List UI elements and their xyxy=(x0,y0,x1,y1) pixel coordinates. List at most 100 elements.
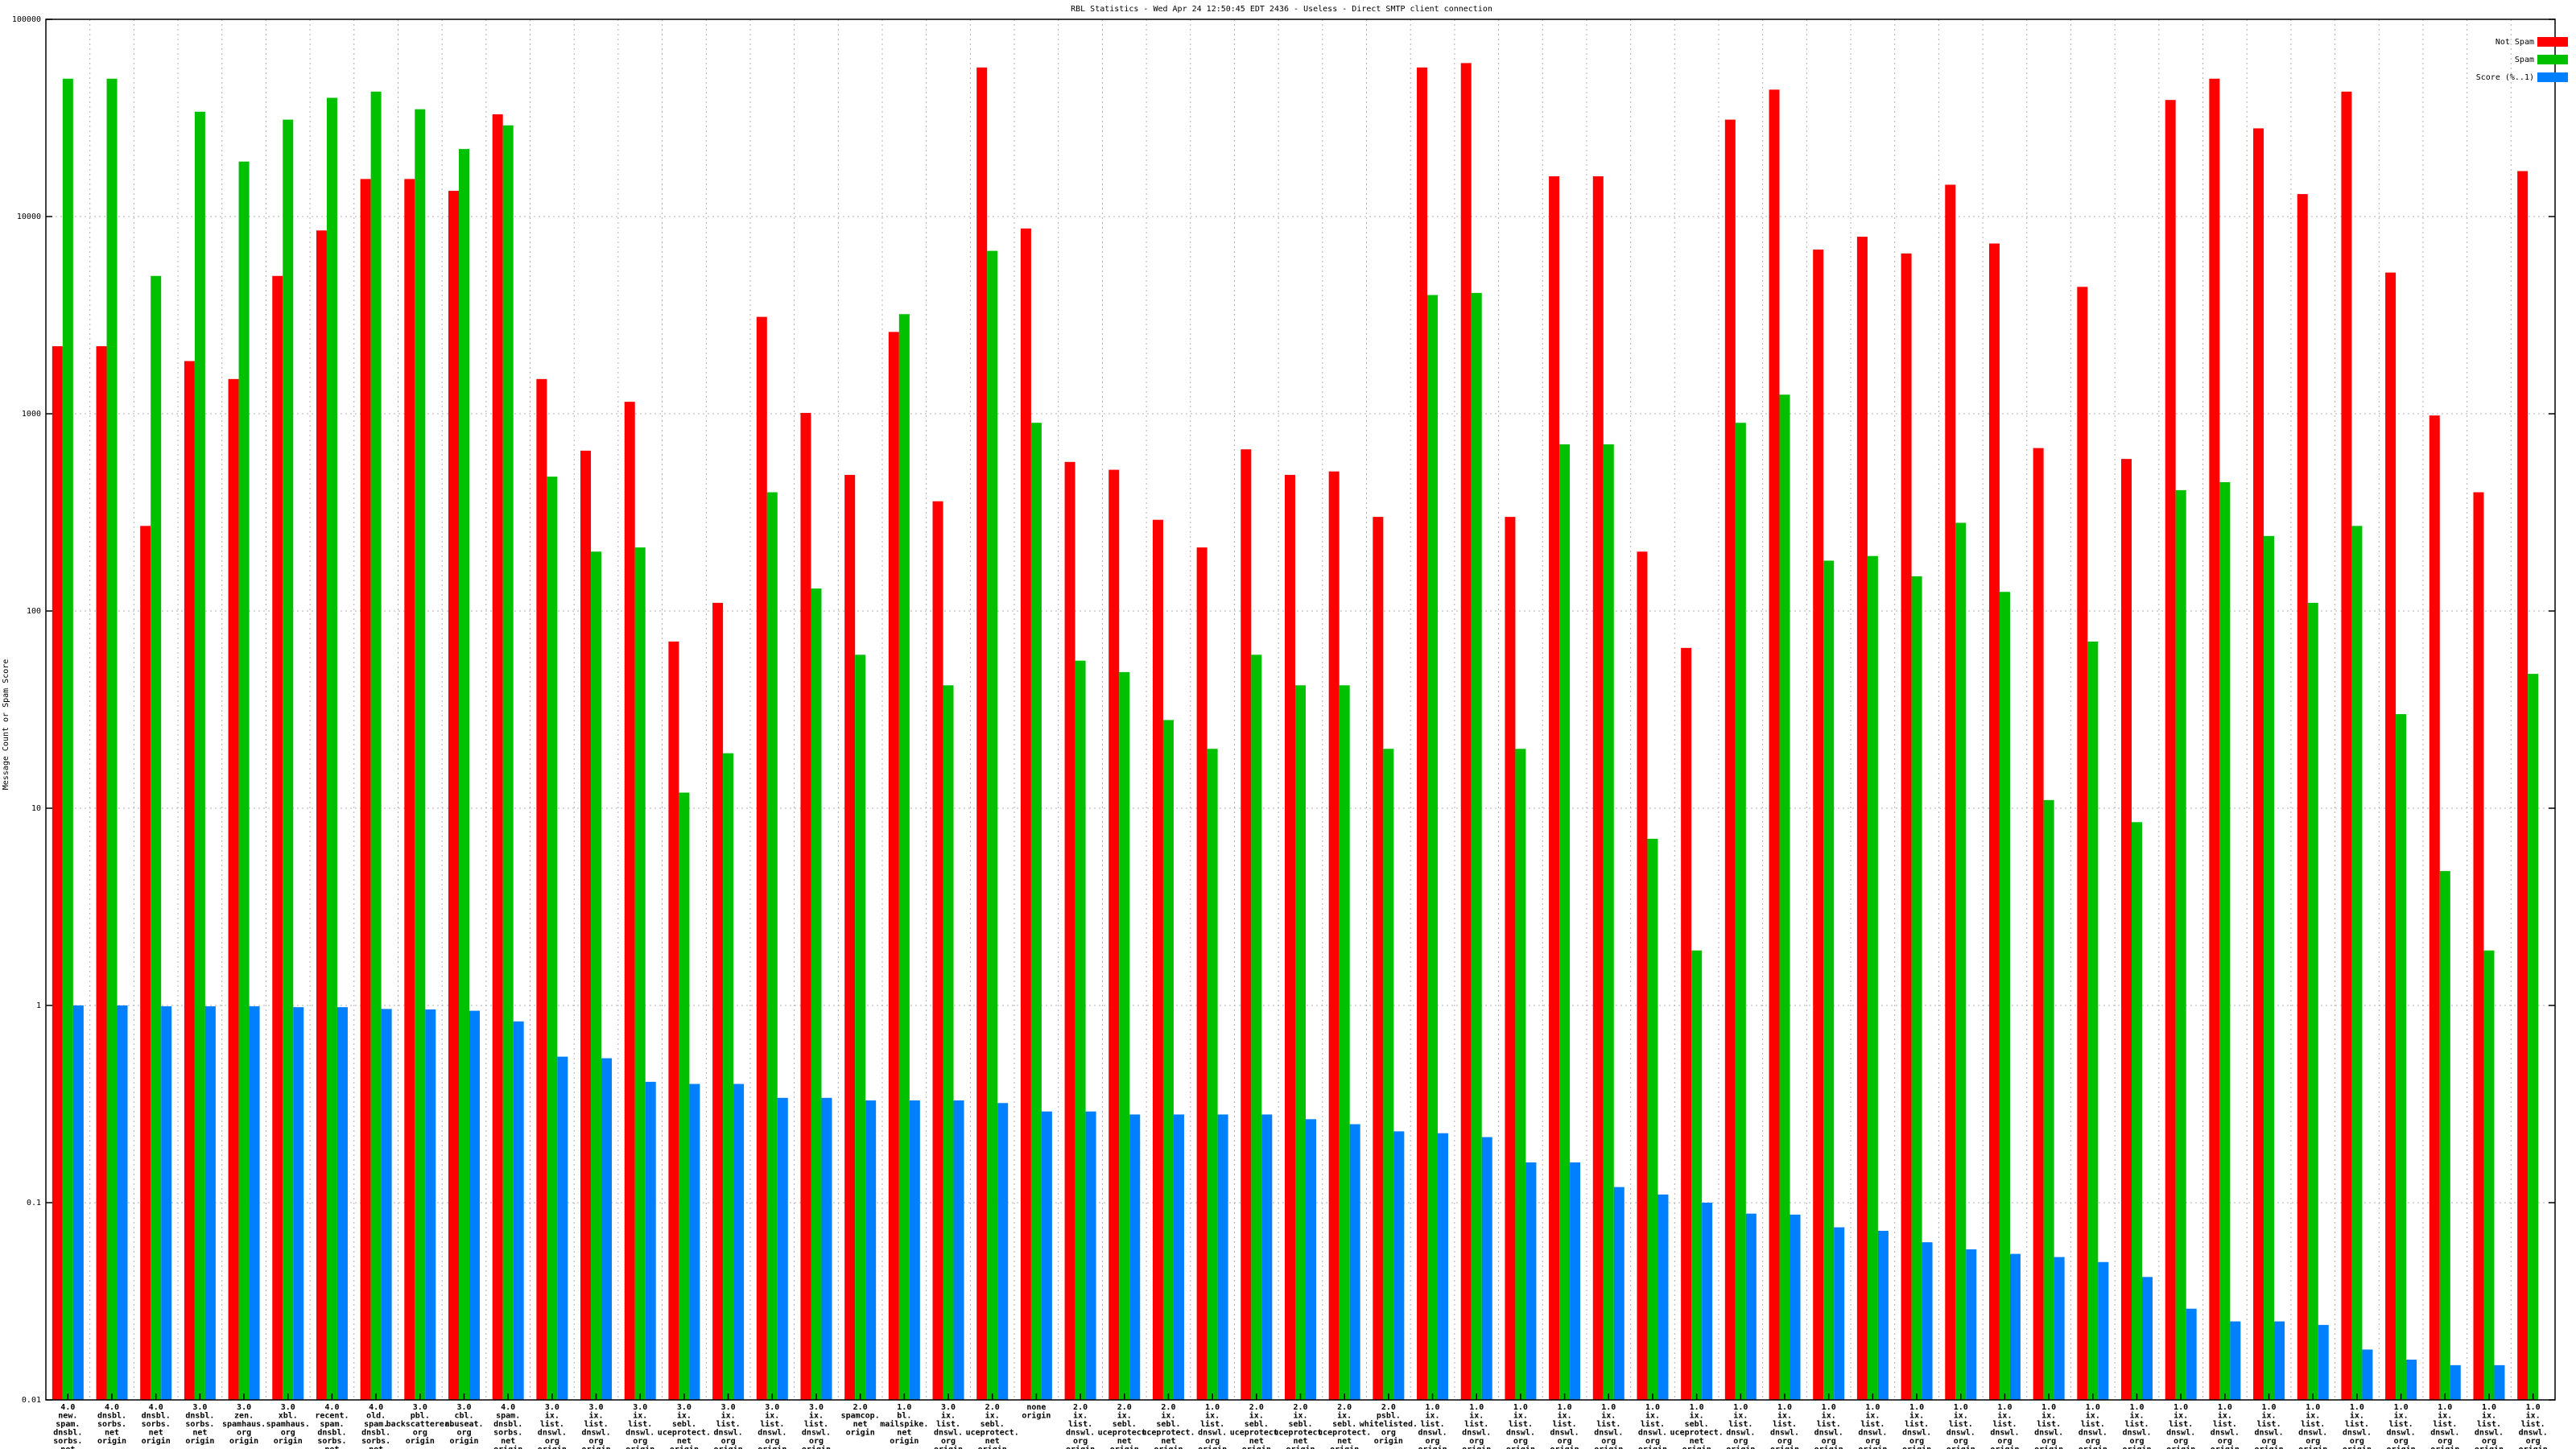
bar-spam xyxy=(1471,292,1482,1401)
bar-score xyxy=(2406,1359,2417,1400)
bar-spam xyxy=(1691,950,1703,1400)
y-tick-label: 1 xyxy=(36,1001,41,1010)
bar-not-spam xyxy=(2209,78,2220,1401)
bar-spam xyxy=(2483,950,2495,1400)
bar-spam xyxy=(2043,799,2054,1400)
legend: Not Spam Spam Score (%..1) xyxy=(2476,37,2568,82)
bar-not-spam xyxy=(1637,551,1648,1400)
bar-spam xyxy=(1427,295,1439,1400)
bar-spam xyxy=(1251,654,1262,1400)
bar-spam xyxy=(2087,641,2099,1400)
bar-score xyxy=(2362,1349,2373,1400)
bar-not-spam xyxy=(624,402,635,1400)
bar-not-spam xyxy=(228,378,239,1400)
bar-spam xyxy=(2439,871,2450,1400)
x-category-label: 3.0 cbl. abuseat. org origin xyxy=(444,1403,483,1446)
bar-score xyxy=(1525,1162,1537,1400)
bar-score xyxy=(601,1058,613,1400)
legend-label-score: Score (%..1) xyxy=(2476,73,2534,82)
bar-spam xyxy=(1999,592,2010,1400)
bar-spam xyxy=(106,78,118,1401)
bar-not-spam xyxy=(1460,63,1472,1401)
bar-spam xyxy=(2528,674,2539,1400)
bar-spam xyxy=(370,91,382,1400)
bar-spam xyxy=(679,792,690,1400)
bar-spam xyxy=(1779,394,1790,1400)
x-category-label: 4.0 dnsbl. sorbs. net origin xyxy=(142,1403,171,1446)
bar-not-spam xyxy=(272,275,283,1401)
bar-not-spam xyxy=(1549,175,1560,1400)
bar-not-spam xyxy=(1813,250,1824,1401)
bar-score xyxy=(2494,1364,2505,1400)
bar-not-spam xyxy=(1945,184,1956,1400)
bar-spam xyxy=(1207,749,1218,1400)
bar-spam xyxy=(1955,522,1967,1400)
bar-spam xyxy=(1867,555,1878,1401)
bar-score xyxy=(1702,1203,1713,1400)
bar-spam xyxy=(811,588,822,1400)
bar-not-spam xyxy=(888,332,899,1400)
x-category-label: 3.0 pbl. backscatterer. org origin xyxy=(386,1403,454,1446)
bar-not-spam xyxy=(580,450,592,1401)
bar-spam xyxy=(1603,444,1614,1401)
bar-spam xyxy=(2219,481,2231,1401)
legend-label-not-spam: Not Spam xyxy=(2496,38,2534,47)
bar-score xyxy=(1217,1114,1228,1400)
bar-spam xyxy=(1339,685,1350,1400)
bar-not-spam xyxy=(1417,67,1428,1400)
bar-not-spam xyxy=(1328,471,1340,1401)
bar-score xyxy=(72,1005,84,1400)
bar-spam xyxy=(2264,535,2275,1400)
bar-spam xyxy=(1559,444,1571,1401)
bar-score xyxy=(1438,1133,1449,1400)
x-category-label: 3.0 dnsbl. sorbs. net origin xyxy=(185,1403,214,1446)
bar-spam xyxy=(415,109,426,1400)
y-tick-label: 1000 xyxy=(22,410,41,419)
bar-not-spam xyxy=(844,474,856,1400)
bar-not-spam xyxy=(140,526,151,1400)
bar-score xyxy=(733,1084,745,1400)
x-category-label: 4.0 dnsbl. sorbs. net origin xyxy=(97,1403,126,1446)
bar-spam xyxy=(502,125,514,1400)
bar-score xyxy=(1922,1242,1933,1400)
bar-not-spam xyxy=(1020,228,1031,1401)
bar-score xyxy=(1834,1227,1845,1400)
bar-not-spam xyxy=(2077,287,2088,1400)
bar-spam xyxy=(194,111,205,1401)
bar-spam xyxy=(1911,576,1922,1400)
bar-not-spam xyxy=(1901,253,1912,1401)
bar-not-spam xyxy=(932,501,943,1401)
bar-score xyxy=(1261,1114,1273,1400)
bar-not-spam xyxy=(1064,461,1075,1400)
bar-not-spam xyxy=(96,346,107,1400)
bar-spam xyxy=(326,97,337,1400)
bar-spam xyxy=(283,119,294,1401)
bar-spam xyxy=(2307,602,2318,1400)
bar-score xyxy=(2450,1364,2461,1400)
bar-not-spam xyxy=(800,412,811,1400)
bar-score xyxy=(469,1010,480,1400)
y-tick-label: 100000 xyxy=(12,15,41,24)
bar-not-spam xyxy=(2165,100,2176,1400)
bar-score xyxy=(645,1081,656,1400)
